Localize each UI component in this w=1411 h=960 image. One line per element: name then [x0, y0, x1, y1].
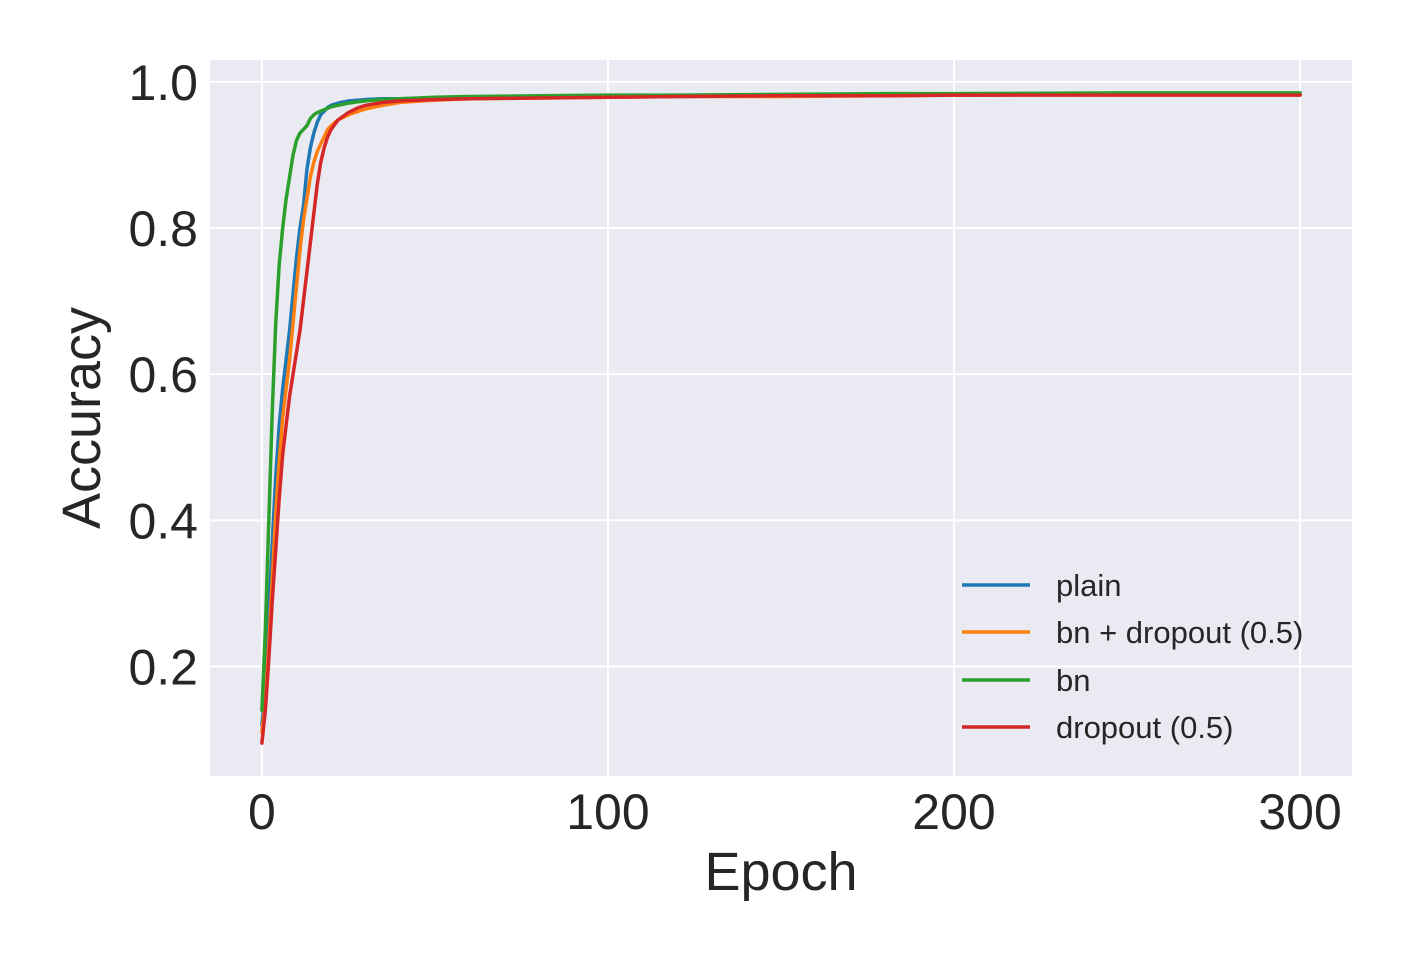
series-lines — [260, 91, 1302, 745]
grid-lines — [210, 60, 1352, 776]
plot-area — [210, 60, 1352, 776]
x-tick-label: 0 — [248, 784, 276, 840]
legend-entry-bn-dropout: bn + dropout (0.5) — [962, 615, 1303, 650]
legend-label-bn: bn — [1056, 663, 1090, 698]
y-tick-label: 0.2 — [128, 639, 198, 695]
y-tick-label: 0.4 — [128, 493, 198, 549]
x-tick-label: 300 — [1258, 784, 1341, 840]
series-line-bn — [260, 91, 1302, 712]
legend-entry-dropout: dropout (0.5) — [962, 710, 1234, 745]
x-tick-label: 100 — [566, 784, 649, 840]
legend-label-plain: plain — [1056, 568, 1122, 603]
y-axis-label: Accuracy — [52, 307, 112, 529]
legend-entry-plain: plain — [962, 568, 1122, 603]
legend-label-dropout: dropout (0.5) — [1056, 710, 1234, 745]
y-tick-label: 0.8 — [128, 201, 198, 257]
legend-entry-bn: bn — [962, 663, 1090, 698]
series-line-dropout — [260, 93, 1302, 745]
x-tick-label: 200 — [912, 784, 995, 840]
y-tick-label: 1.0 — [128, 55, 198, 111]
legend-label-bn-dropout: bn + dropout (0.5) — [1056, 615, 1303, 650]
x-axis-label: Epoch — [704, 842, 857, 902]
legend: plain bn + dropout (0.5) bn dropout (0.5… — [962, 568, 1303, 745]
tick-labels: 0 100 200 300 0.2 0.4 0.6 0.8 1.0 — [128, 55, 1341, 840]
y-tick-label: 0.6 — [128, 347, 198, 403]
